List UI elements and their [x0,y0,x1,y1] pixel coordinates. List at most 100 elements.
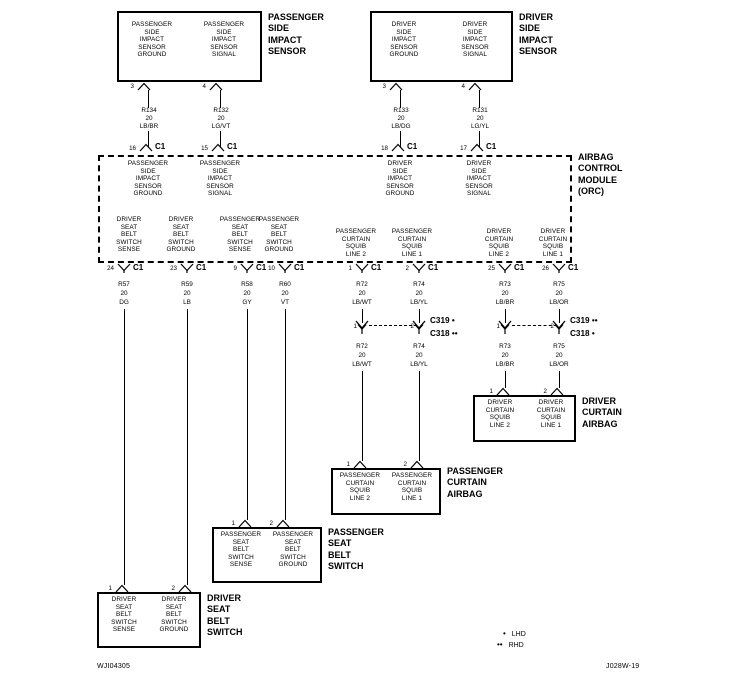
wire-r73-lower-label: R73 [499,343,511,350]
wire-r73-lower-gauge: 20 [501,352,509,359]
orc-pin24-number: 24 [107,265,114,272]
orc-pin23-number: 23 [170,265,177,272]
wire-r132-color: LG/VT [211,123,231,130]
passenger-seat-belt-switch-box [212,527,322,583]
wire-r73-lower [505,371,506,388]
wire-r134-gauge: 20 [145,115,153,122]
orc-pin23-label: DRIVER SEAT BELT SWITCH GROUND [166,216,196,254]
wire-r75-lower-gauge: 20 [555,352,563,359]
orc-pin2-connector: C1 [428,263,439,272]
wire-r74-upper-label: R74 [413,281,425,288]
passenger-sensor-pin3-label: PASSENGER SIDE IMPACT SENSOR GROUND [131,21,173,59]
orc-pin17-label: DRIVER SIDE IMPACT SENSOR SIGNAL [465,160,493,198]
wire-r131-color: LG/YL [470,123,490,130]
orc-pin16-number: 16 [129,145,136,152]
connector-male-icon [391,143,405,152]
wire-r60-label: R60 [279,281,291,288]
wire-r72-upper-gauge: 20 [358,290,366,297]
orc-pin25-label: DRIVER CURTAIN SQUIB LINE 2 [484,228,514,258]
driver-sensor-pin3-label: DRIVER SIDE IMPACT SENSOR GROUND [389,21,419,59]
driver-seat-belt-switch-box [97,592,201,648]
wire-r75-lower-label: R75 [553,343,565,350]
driver-inline-c319-label: C319 •• [570,316,598,325]
wire-r74-upper [419,309,420,323]
wire-r131-gauge: 20 [476,115,484,122]
wire-r74-lower [419,371,420,461]
driver-curtain-airbag-box [473,395,576,442]
passenger-curtain-airbag-caption: PASSENGER CURTAIN AIRBAG [447,466,503,499]
driver-seat-belt-switch-pin2-label: DRIVER SEAT BELT SWITCH GROUND [159,596,189,634]
orc-pin2-number: 2 [405,265,409,272]
inline-connector-link-passenger [369,325,417,326]
orc-pin17-number: 17 [460,145,467,152]
wire-r74-lower-label: R74 [413,343,425,350]
passenger-sensor-pin4-label: PASSENGER SIDE IMPACT SENSOR SIGNAL [203,21,245,59]
passenger-inline-c318-label: C318 •• [430,329,458,338]
wire-r72-upper [362,309,363,323]
wire-r58-label: R58 [241,281,253,288]
driver-inline-c318-label: C318 • [570,329,595,338]
connector-female-icon [180,263,194,273]
wire-r72-lower-gauge: 20 [358,352,366,359]
driver-sensor-pin4-label: DRIVER SIDE IMPACT SENSOR SIGNAL [461,21,489,59]
wire-r75-lower [559,371,560,388]
wire-r134 [148,131,149,147]
wire-r58-color: GY [242,299,252,306]
driver-inline-left-pin-number: 1 [496,323,500,330]
orc-pin18-label: DRIVER SIDE IMPACT SENSOR GROUND [385,160,415,198]
driver-seat-belt-switch-pin1-number: 1 [108,585,112,592]
orc-pin16-connector: C1 [155,142,166,151]
wire-r133 [400,90,401,108]
legend-lhd: • LHD [503,628,526,640]
wire-r134 [148,90,149,108]
wire-r73-upper-color: LB/BR [495,299,515,306]
wire-r134-label: R134 [141,107,157,114]
inline-connector-link-driver [512,325,557,326]
connector-female-icon [278,263,292,273]
wire-r57-color: DG [119,299,129,306]
connector-female-icon [552,263,566,273]
wire-r133-gauge: 20 [397,115,405,122]
wire-r133 [400,131,401,147]
wire-r132-label: R132 [213,107,229,114]
driver-side-impact-sensor-caption: DRIVER SIDE IMPACT SENSOR [519,12,558,57]
airbag-control-module-box [98,155,572,263]
splice-down-icon [552,320,566,334]
passenger-seat-belt-switch-caption: PASSENGER SEAT BELT SWITCH [328,527,384,572]
connector-female-icon [498,263,512,273]
wire-r131 [479,90,480,108]
wire-r72-upper-label: R72 [356,281,368,288]
wire-r133-color: LB/DG [391,123,411,130]
wire-r75-lower-color: LB/OR [549,361,569,368]
connector-male-icon [211,143,225,152]
driver-seat-belt-switch-pin2-number: 2 [171,585,175,592]
orc-pin18-connector: C1 [407,142,418,151]
connector-female-icon [412,263,426,273]
wire-r58-gauge: 20 [243,290,251,297]
passenger-seat-belt-switch-pin1-number: 1 [231,520,235,527]
driver-inline-right-pin-number: 2 [550,323,554,330]
wire-r57-gauge: 20 [120,290,128,297]
orc-pin26-number: 26 [542,265,549,272]
driver-curtain-airbag-pin2-label: DRIVER CURTAIN SQUIB LINE 1 [536,399,566,429]
orc-pin26-label: DRIVER CURTAIN SQUIB LINE 1 [538,228,568,258]
wire-r73-upper-gauge: 20 [501,290,509,297]
legend-rhd-marker: •• [497,640,503,649]
orc-pin15-connector: C1 [227,142,238,151]
passenger-seat-belt-switch-pin1-label: PASSENGER SEAT BELT SWITCH SENSE [220,531,262,569]
connector-male-icon [389,82,403,91]
orc-pin10-number: 10 [268,265,275,272]
passenger-curtain-airbag-box [331,468,441,515]
orc-pin15-number: 15 [201,145,208,152]
wire-r74-upper-gauge: 20 [415,290,423,297]
passenger-curtain-airbag-pin2-number: 2 [403,461,407,468]
connector-male-icon [410,460,424,469]
passenger-sensor-pin3-number: 3 [130,83,134,90]
wire-r59 [187,309,188,585]
orc-pin10-label: PASSENGER SEAT BELT SWITCH GROUND [258,216,300,254]
wire-r60-color: VT [280,299,290,306]
splice-down-icon [355,320,369,334]
wire-r75-upper [559,309,560,323]
passenger-sensor-pin4-number: 4 [202,83,206,90]
passenger-inline-right-pin-number: 2 [410,323,414,330]
